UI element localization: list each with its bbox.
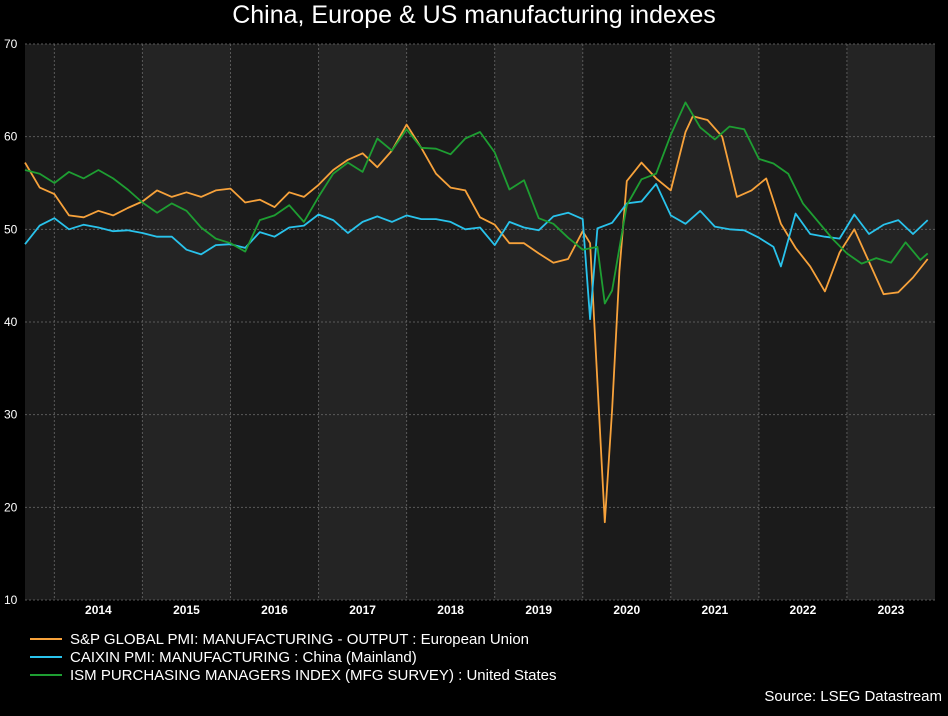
legend-label-china: CAIXIN PMI: MANUFACTURING : China (Mainl… — [70, 648, 417, 666]
y-axis-ticks: 70 60 50 40 30 20 10 — [4, 37, 18, 607]
x-tick-label: 2019 — [525, 603, 552, 617]
y-tick-label: 50 — [4, 222, 18, 236]
y-tick-label: 70 — [4, 37, 18, 51]
series-line-0 — [24, 115, 929, 524]
y-tick-label: 30 — [4, 408, 18, 422]
x-tick-label: 2021 — [701, 603, 728, 617]
x-tick-label: 2014 — [85, 603, 112, 617]
series-line-2 — [24, 101, 929, 305]
series-line-1 — [24, 182, 929, 321]
series-lines — [24, 101, 929, 524]
legend-swatch-eu — [30, 638, 62, 640]
x-tick-label: 2020 — [613, 603, 640, 617]
x-tick-label: 2017 — [349, 603, 376, 617]
source-note: Source: LSEG Datastream — [764, 688, 942, 705]
legend-item-us: ISM PURCHASING MANAGERS INDEX (MFG SURVE… — [30, 666, 557, 684]
legend-swatch-us — [30, 674, 62, 676]
x-tick-label: 2022 — [790, 603, 817, 617]
chart-title: China, Europe & US manufacturing indexes — [232, 1, 716, 29]
y-tick-label: 20 — [4, 500, 18, 514]
legend-label-us: ISM PURCHASING MANAGERS INDEX (MFG SURVE… — [70, 666, 557, 684]
x-axis-ticks: 2014 2015 2016 2017 2018 2019 2020 2021 2022 2023 — [85, 603, 905, 617]
legend-swatch-china — [30, 656, 62, 658]
y-tick-label: 40 — [4, 315, 18, 329]
legend-item-eu: S&P GLOBAL PMI: MANUFACTURING - OUTPUT :… — [30, 630, 557, 648]
legend-item-china: CAIXIN PMI: MANUFACTURING : China (Mainl… — [30, 648, 557, 666]
y-tick-label: 60 — [4, 130, 18, 144]
legend-label-eu: S&P GLOBAL PMI: MANUFACTURING - OUTPUT :… — [70, 630, 530, 648]
x-tick-label: 2016 — [261, 603, 288, 617]
x-tick-label: 2018 — [437, 603, 464, 617]
x-tick-label: 2023 — [878, 603, 905, 617]
legend: S&P GLOBAL PMI: MANUFACTURING - OUTPUT :… — [30, 630, 557, 684]
x-tick-label: 2015 — [173, 603, 200, 617]
y-tick-label: 10 — [4, 593, 18, 607]
